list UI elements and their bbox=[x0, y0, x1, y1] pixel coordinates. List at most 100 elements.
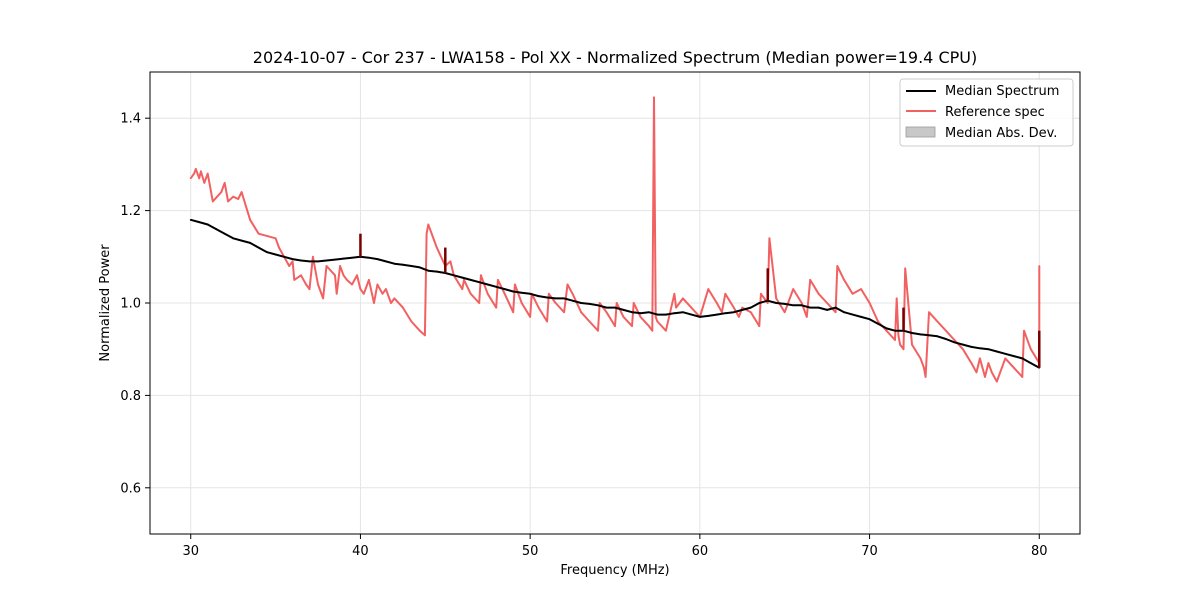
data-point bbox=[962, 348, 964, 351]
data-point bbox=[792, 288, 795, 291]
data-point bbox=[894, 329, 896, 332]
data-point bbox=[648, 311, 650, 314]
data-point bbox=[257, 232, 260, 235]
data-point bbox=[237, 198, 240, 200]
data-point bbox=[278, 246, 280, 249]
data-point bbox=[836, 265, 839, 267]
data-point bbox=[435, 246, 438, 249]
data-point bbox=[563, 297, 565, 300]
data-point bbox=[503, 288, 506, 291]
data-point bbox=[653, 96, 655, 99]
data-point bbox=[461, 288, 464, 291]
data-point bbox=[563, 311, 565, 314]
data-point bbox=[749, 311, 752, 314]
data-point bbox=[741, 309, 744, 311]
data-point bbox=[631, 311, 633, 314]
data-point bbox=[356, 274, 358, 277]
y-tick-label: 1.2 bbox=[120, 204, 141, 219]
y-axis-label: Normalized Power bbox=[98, 244, 113, 362]
data-point bbox=[868, 302, 871, 304]
data-point bbox=[984, 376, 986, 378]
data-point bbox=[1023, 329, 1025, 332]
y-tick-label: 1.0 bbox=[120, 297, 141, 312]
data-point bbox=[775, 297, 778, 300]
x-tick-label: 40 bbox=[352, 544, 369, 559]
data-point bbox=[724, 292, 727, 295]
data-point bbox=[817, 306, 820, 309]
data-point bbox=[198, 221, 201, 224]
data-point bbox=[513, 283, 516, 286]
data-point bbox=[537, 295, 540, 297]
data-point bbox=[427, 269, 430, 272]
data-point bbox=[266, 251, 268, 254]
data-point bbox=[368, 279, 370, 281]
data-point bbox=[911, 332, 913, 334]
data-point bbox=[384, 260, 387, 263]
data-point bbox=[497, 279, 499, 281]
legend-reference-label: Reference spec bbox=[945, 105, 1045, 120]
data-point bbox=[843, 279, 846, 281]
data-point bbox=[529, 315, 532, 318]
data-point bbox=[300, 274, 302, 277]
data-point bbox=[410, 265, 413, 267]
data-point bbox=[681, 311, 684, 314]
data-point bbox=[632, 302, 635, 304]
data-point bbox=[486, 292, 489, 295]
data-point bbox=[359, 288, 362, 291]
data-point bbox=[418, 329, 421, 332]
data-point bbox=[469, 292, 472, 295]
data-point bbox=[843, 311, 846, 314]
data-point bbox=[622, 309, 625, 311]
data-point bbox=[639, 312, 642, 315]
data-point bbox=[651, 329, 654, 332]
data-point bbox=[877, 322, 879, 325]
data-point bbox=[615, 302, 618, 304]
data-point bbox=[622, 315, 625, 318]
data-point bbox=[478, 302, 481, 304]
data-point bbox=[936, 320, 939, 323]
data-point bbox=[390, 302, 392, 304]
legend-box bbox=[899, 78, 1074, 147]
x-tick-label: 80 bbox=[1031, 544, 1048, 559]
legend: Median Spectrum Reference spec Median Ab… bbox=[899, 78, 1074, 147]
data-point bbox=[249, 218, 252, 221]
data-point bbox=[283, 255, 285, 258]
data-point bbox=[758, 302, 761, 304]
x-tick-label: 30 bbox=[182, 544, 199, 559]
data-point bbox=[547, 292, 550, 295]
data-point bbox=[648, 325, 650, 327]
data-point bbox=[342, 274, 345, 277]
data-point bbox=[206, 172, 209, 175]
x-tick-label: 70 bbox=[861, 544, 878, 559]
data-point bbox=[656, 320, 659, 323]
data-point bbox=[554, 302, 557, 304]
data-point bbox=[461, 276, 464, 279]
data-point bbox=[325, 259, 328, 262]
data-point bbox=[232, 195, 235, 198]
data-point bbox=[597, 304, 599, 307]
data-point bbox=[452, 274, 455, 277]
legend-mad-label: Median Abs. Dev. bbox=[945, 126, 1057, 141]
data-point bbox=[449, 260, 452, 263]
data-point bbox=[953, 341, 956, 344]
data-point bbox=[775, 302, 778, 304]
data-point bbox=[895, 297, 898, 300]
data-point bbox=[401, 263, 404, 266]
data-point bbox=[300, 259, 302, 262]
reference-spec-line bbox=[189, 96, 1041, 383]
data-point bbox=[520, 302, 523, 304]
data-point bbox=[826, 302, 829, 304]
data-point bbox=[826, 309, 829, 311]
data-point bbox=[897, 334, 900, 337]
data-point bbox=[312, 255, 314, 258]
data-point bbox=[928, 334, 930, 337]
data-point bbox=[425, 232, 428, 235]
data-point bbox=[707, 288, 710, 291]
data-point bbox=[342, 257, 345, 260]
data-point bbox=[805, 315, 808, 318]
x-tick-label: 50 bbox=[522, 544, 539, 559]
data-point bbox=[211, 200, 214, 203]
data-point bbox=[809, 279, 812, 281]
data-point bbox=[274, 237, 277, 240]
data-point bbox=[766, 302, 769, 304]
